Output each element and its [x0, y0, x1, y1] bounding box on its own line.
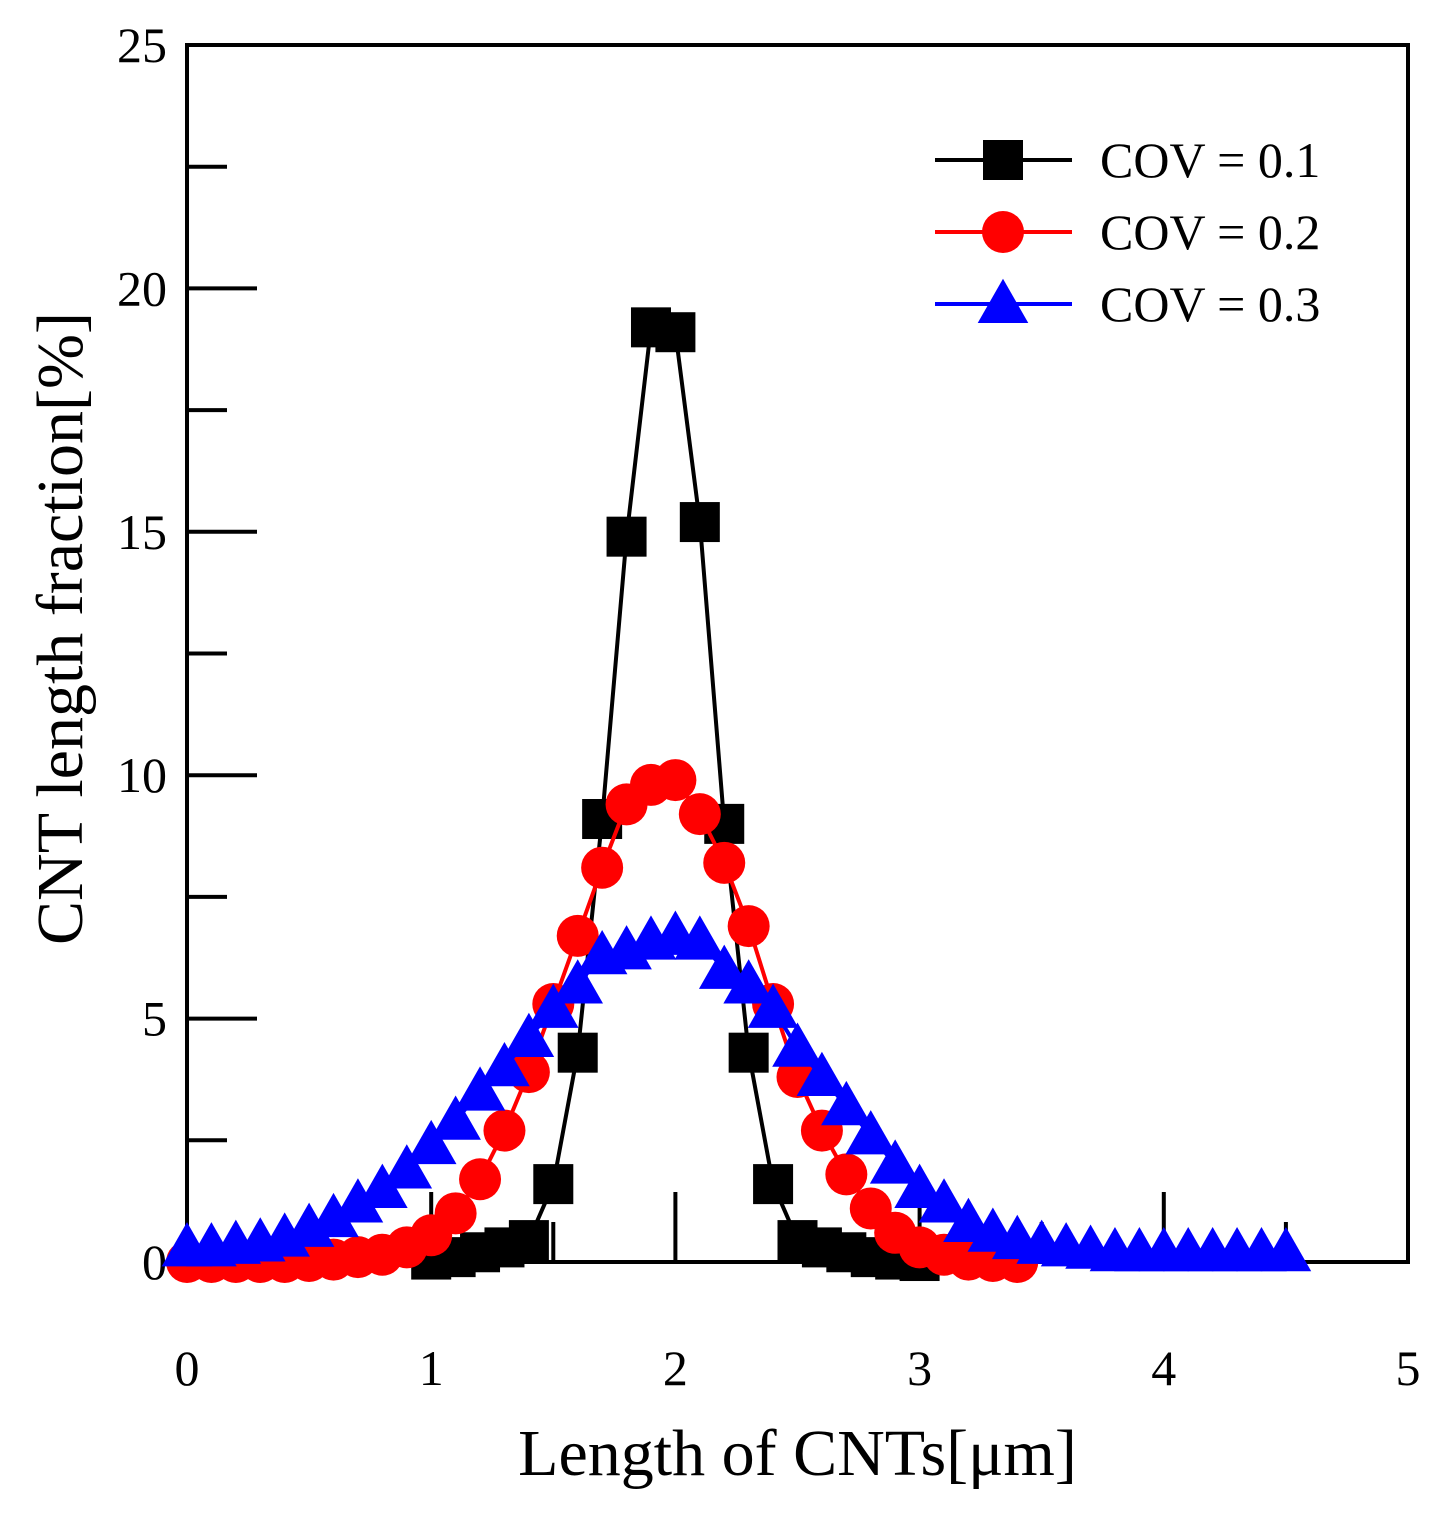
data-point — [678, 793, 721, 836]
data-point — [821, 1080, 872, 1126]
legend-marker — [982, 211, 1024, 253]
y-tick-label: 0 — [142, 1234, 167, 1290]
data-point — [552, 959, 604, 1004]
data-point — [727, 905, 770, 948]
data-point — [845, 1110, 897, 1155]
legend-label: COV = 0.1 — [1100, 132, 1320, 188]
x-tick-label: 2 — [663, 1340, 688, 1396]
data-point — [698, 944, 750, 989]
data-point — [381, 1144, 433, 1189]
data-point — [654, 759, 697, 802]
y-tick-label: 20 — [117, 260, 167, 316]
legend-marker — [977, 278, 1029, 323]
data-point — [556, 914, 599, 957]
data-point — [405, 1119, 457, 1165]
series-2 — [166, 759, 1039, 1283]
y-tick-label: 15 — [117, 504, 167, 560]
legend-entry: COV = 0.3 — [935, 276, 1320, 332]
x-tick-label: 5 — [1396, 1340, 1421, 1396]
data-point — [869, 1139, 921, 1184]
legend-entry: COV = 0.1 — [935, 132, 1320, 188]
data-point — [503, 1012, 555, 1058]
data-point — [308, 1192, 359, 1238]
x-tick-label: 0 — [175, 1340, 200, 1396]
data-point — [434, 1192, 477, 1235]
x-tick-label: 3 — [907, 1340, 932, 1396]
data-point — [728, 1032, 769, 1073]
data-point — [483, 1109, 526, 1152]
data-point — [753, 1164, 794, 1205]
legend: COV = 0.1 COV = 0.2 COV = 0.3 — [935, 132, 1320, 332]
data-point — [479, 1041, 530, 1087]
data-point — [454, 1066, 506, 1111]
legend-label: COV = 0.2 — [1100, 204, 1320, 260]
data-point — [459, 1158, 502, 1201]
data-point — [357, 1163, 408, 1208]
legend-entry: COV = 0.2 — [935, 204, 1320, 260]
data-point — [918, 1178, 970, 1223]
data-point — [747, 983, 799, 1028]
data-point — [581, 846, 624, 889]
data-point — [508, 1220, 549, 1261]
legend-label: COV = 0.3 — [1100, 276, 1320, 332]
y-tick-label: 25 — [117, 17, 167, 73]
y-tick-label: 5 — [142, 991, 167, 1047]
y-axis-title: CNT length fraction[%] — [24, 312, 97, 945]
data-point — [430, 1095, 481, 1140]
x-tick-label: 4 — [1151, 1340, 1176, 1396]
data-point — [679, 502, 720, 543]
y-tick-label: 10 — [117, 747, 167, 803]
legend-marker — [983, 140, 1023, 180]
data-point — [723, 959, 774, 1004]
x-tick-label: 1 — [419, 1340, 444, 1396]
data-point — [674, 915, 726, 960]
data-point — [825, 1153, 868, 1196]
data-point — [528, 983, 579, 1028]
data-point — [894, 1163, 945, 1208]
data-point — [703, 841, 746, 884]
data-point — [772, 1022, 823, 1067]
data-point — [655, 312, 696, 353]
data-point — [606, 516, 647, 557]
data-point — [1260, 1226, 1312, 1272]
data-point — [796, 1051, 848, 1096]
series-3 — [161, 910, 1312, 1272]
data-point — [332, 1178, 384, 1223]
series-layer — [161, 307, 1312, 1283]
x-axis-title: Length of CNTs[μm] — [518, 1417, 1077, 1490]
data-point — [533, 1164, 574, 1205]
data-point — [557, 1032, 598, 1073]
